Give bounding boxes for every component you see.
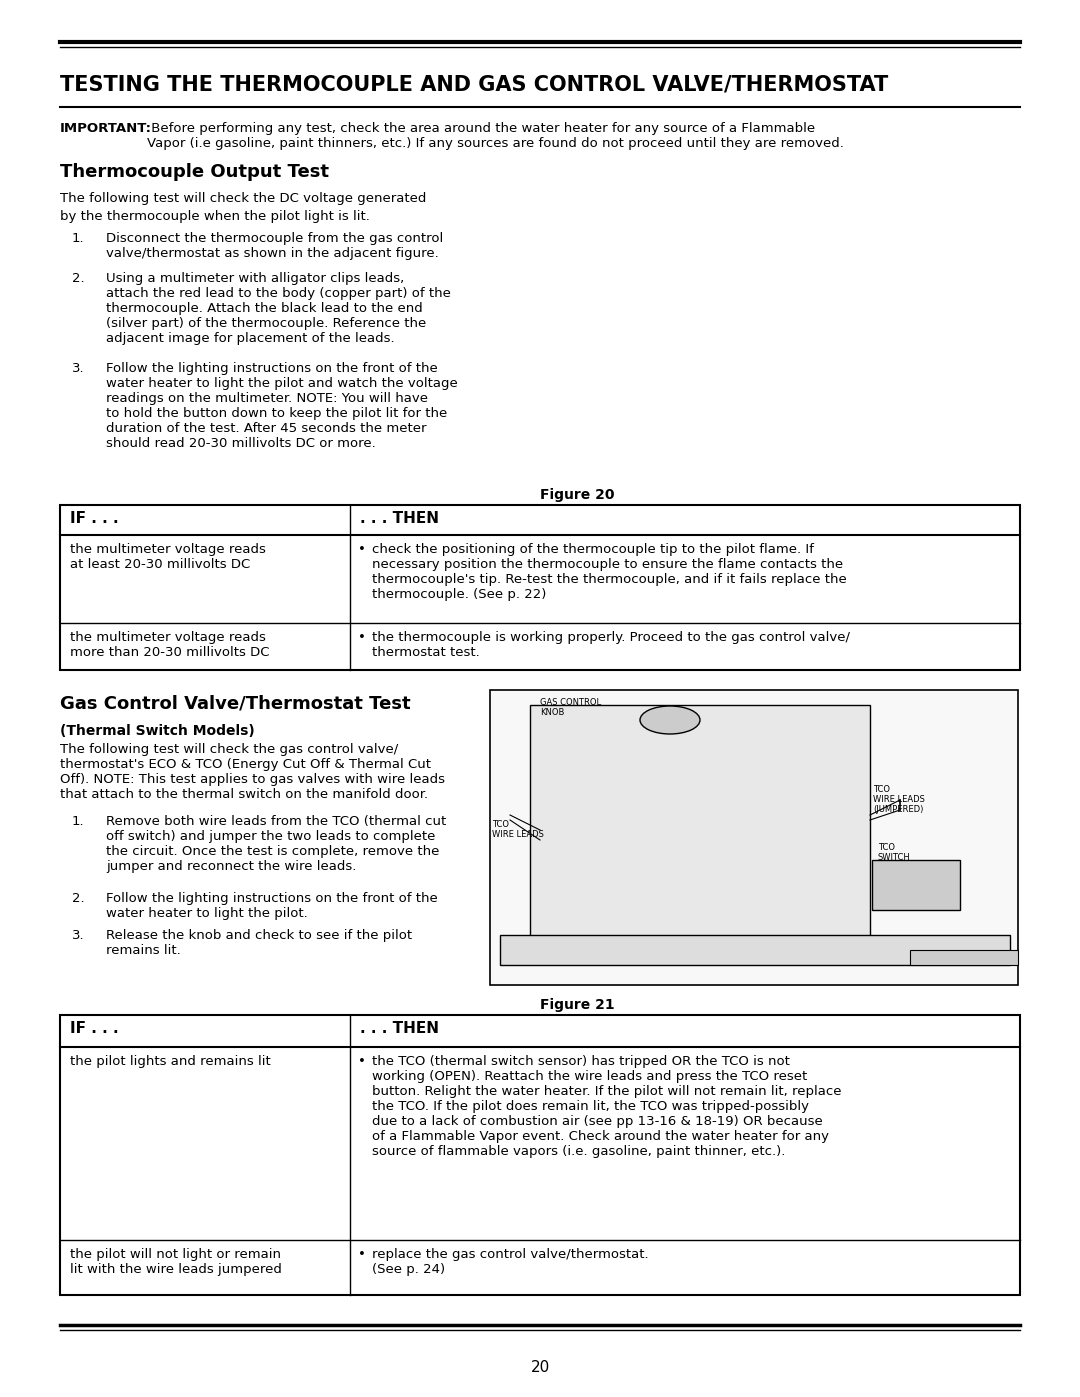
Text: the multimeter voltage reads
at least 20-30 millivolts DC: the multimeter voltage reads at least 20… xyxy=(70,543,266,571)
Text: (Thermal Switch Models): (Thermal Switch Models) xyxy=(60,724,255,738)
Bar xyxy=(490,690,1018,985)
Text: 3.: 3. xyxy=(72,362,84,374)
Bar xyxy=(60,1016,1020,1295)
Text: The following test will check the gas control valve/
thermostat's ECO & TCO (Ene: The following test will check the gas co… xyxy=(60,743,445,800)
Text: Release the knob and check to see if the pilot
remains lit.: Release the knob and check to see if the… xyxy=(106,929,413,957)
Text: 1.: 1. xyxy=(72,232,84,244)
Text: •: • xyxy=(357,631,366,644)
Text: by the thermocouple when the pilot light is lit.: by the thermocouple when the pilot light… xyxy=(60,210,369,224)
Text: the TCO (thermal switch sensor) has tripped OR the TCO is not
working (OPEN). Re: the TCO (thermal switch sensor) has trip… xyxy=(372,1055,841,1158)
Text: Figure 21: Figure 21 xyxy=(540,997,615,1011)
Text: Follow the lighting instructions on the front of the
water heater to light the p: Follow the lighting instructions on the … xyxy=(106,362,458,450)
Text: the pilot lights and remains lit: the pilot lights and remains lit xyxy=(70,1055,271,1067)
Ellipse shape xyxy=(640,705,700,733)
Text: the pilot will not light or remain
lit with the wire leads jumpered: the pilot will not light or remain lit w… xyxy=(70,1248,282,1275)
Bar xyxy=(530,705,870,960)
Text: The following test will check the DC voltage generated: The following test will check the DC vol… xyxy=(60,191,427,205)
Text: Before performing any test, check the area around the water heater for any sourc: Before performing any test, check the ar… xyxy=(147,122,843,149)
Text: Follow the lighting instructions on the front of the
water heater to light the p: Follow the lighting instructions on the … xyxy=(106,893,437,921)
Text: 1.: 1. xyxy=(72,814,84,828)
Text: (JUMPERED): (JUMPERED) xyxy=(873,805,923,814)
Text: WIRE LEADS: WIRE LEADS xyxy=(492,830,544,840)
Text: replace the gas control valve/thermostat.
(See p. 24): replace the gas control valve/thermostat… xyxy=(372,1248,649,1275)
Text: GAS CONTROL: GAS CONTROL xyxy=(540,698,602,707)
Text: Using a multimeter with alligator clips leads,
attach the red lead to the body (: Using a multimeter with alligator clips … xyxy=(106,272,450,345)
Text: . . . THEN: . . . THEN xyxy=(360,511,438,527)
Text: . . . THEN: . . . THEN xyxy=(360,1021,438,1037)
Text: •: • xyxy=(357,1055,366,1067)
Bar xyxy=(910,950,1018,965)
Bar xyxy=(60,504,1020,671)
Text: check the positioning of the thermocouple tip to the pilot flame. If
necessary p: check the positioning of the thermocoupl… xyxy=(372,543,847,601)
Text: IMPORTANT:: IMPORTANT: xyxy=(60,122,152,136)
Text: Thermocouple Output Test: Thermocouple Output Test xyxy=(60,163,329,182)
Text: •: • xyxy=(357,1248,366,1261)
Text: Figure 20: Figure 20 xyxy=(540,488,615,502)
Text: •: • xyxy=(357,543,366,556)
Text: 2.: 2. xyxy=(72,893,84,905)
Text: TCO: TCO xyxy=(492,820,509,828)
Text: IF . . .: IF . . . xyxy=(70,511,119,527)
Text: 20: 20 xyxy=(530,1361,550,1375)
Text: the thermocouple is working properly. Proceed to the gas control valve/
thermost: the thermocouple is working properly. Pr… xyxy=(372,631,850,659)
Text: Gas Control Valve/Thermostat Test: Gas Control Valve/Thermostat Test xyxy=(60,694,410,712)
Text: Remove both wire leads from the TCO (thermal cut
off switch) and jumper the two : Remove both wire leads from the TCO (the… xyxy=(106,814,446,873)
Text: TESTING THE THERMOCOUPLE AND GAS CONTROL VALVE/THERMOSTAT: TESTING THE THERMOCOUPLE AND GAS CONTROL… xyxy=(60,75,888,95)
Text: TCO: TCO xyxy=(873,785,890,793)
Text: KNOB: KNOB xyxy=(540,708,565,717)
Text: 3.: 3. xyxy=(72,929,84,942)
Text: the multimeter voltage reads
more than 20-30 millivolts DC: the multimeter voltage reads more than 2… xyxy=(70,631,270,659)
Text: 2.: 2. xyxy=(72,272,84,285)
Text: IF . . .: IF . . . xyxy=(70,1021,119,1037)
Bar xyxy=(500,935,1010,965)
Text: TCO: TCO xyxy=(878,842,895,852)
Bar xyxy=(872,861,960,909)
Text: WIRE LEADS: WIRE LEADS xyxy=(873,795,924,805)
Text: Disconnect the thermocouple from the gas control
valve/thermostat as shown in th: Disconnect the thermocouple from the gas… xyxy=(106,232,443,260)
Text: SWITCH: SWITCH xyxy=(878,854,910,862)
